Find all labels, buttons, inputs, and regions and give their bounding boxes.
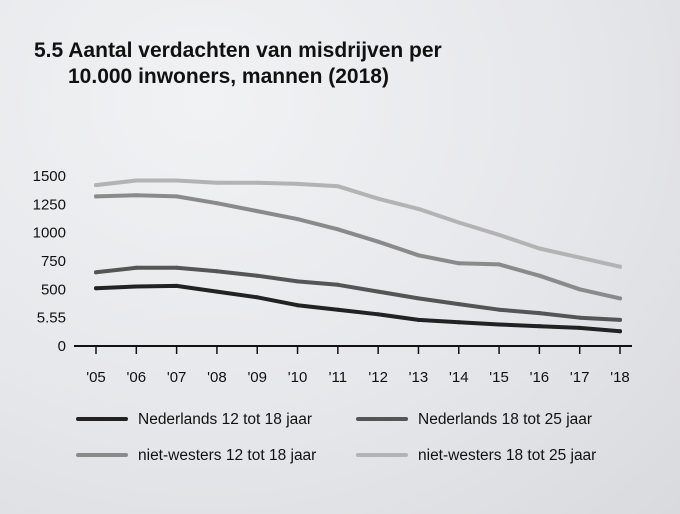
data-point — [618, 264, 622, 269]
data-point — [416, 296, 421, 301]
data-point — [295, 279, 300, 284]
data-point — [134, 284, 139, 289]
data-point — [335, 307, 340, 312]
legend-label: niet-westers 18 tot 25 jaar — [418, 447, 596, 464]
data-point — [497, 322, 502, 327]
data-point — [416, 253, 421, 258]
data-point — [255, 295, 260, 300]
data-point — [577, 325, 582, 330]
data-point — [416, 206, 421, 211]
data-point — [214, 269, 219, 274]
data-point — [497, 307, 502, 312]
data-point — [618, 296, 622, 301]
x-tick-label: '17 — [570, 369, 590, 386]
title-line-2: 10.000 inwoners, mannen (2018) — [68, 65, 389, 88]
data-point — [618, 317, 622, 322]
x-tick-label: '11 — [329, 369, 347, 386]
x-tick-label: '09 — [247, 369, 267, 386]
data-point — [174, 265, 179, 270]
data-point — [174, 283, 179, 288]
data-point — [537, 246, 542, 251]
data-point — [295, 181, 300, 186]
data-point — [376, 289, 381, 294]
data-point — [295, 303, 300, 308]
data-point — [456, 220, 461, 225]
data-point — [376, 239, 381, 244]
legend-label: niet-westers 12 tot 18 jaar — [138, 447, 316, 464]
data-point — [255, 209, 260, 214]
x-tick-label: '07 — [167, 369, 187, 386]
x-axis-labels: '05 '06 '07 '08 '09 '10 '11 '12 '13 '14 '15 '16 '17 '… — [86, 369, 630, 386]
series-line-1 — [94, 283, 622, 334]
y-axis-labels: 1500 1250 1000 750 500 5.55 0 — [33, 168, 66, 355]
data-point — [174, 194, 179, 199]
series-line-2 — [94, 265, 622, 322]
data-point — [295, 217, 300, 222]
data-point — [577, 287, 582, 292]
data-point — [255, 180, 260, 185]
x-tick-label: '15 — [489, 369, 509, 386]
title-line-1: Aantal verdachten van misdrijven per — [68, 39, 442, 62]
y-tick-label: 1000 — [33, 225, 66, 242]
x-tick-label: '06 — [127, 369, 147, 386]
data-point — [537, 311, 542, 316]
y-tick-label: 5.55 — [37, 310, 66, 327]
x-tick-label: '18 — [610, 369, 630, 386]
data-point — [456, 320, 461, 325]
y-tick-label: 1500 — [33, 168, 66, 185]
series-line-3 — [94, 193, 622, 301]
x-tick-label: '14 — [449, 369, 469, 386]
figure-number: 5.5 — [34, 39, 64, 62]
x-tick-label: '16 — [530, 369, 550, 386]
y-tick-label: 750 — [41, 253, 66, 270]
data-point — [376, 196, 381, 201]
data-point — [335, 227, 340, 232]
series-lines — [94, 178, 622, 334]
y-tick-label: 1250 — [33, 196, 66, 213]
data-point — [94, 194, 98, 199]
legend-label: Nederlands 18 tot 25 jaar — [418, 411, 592, 428]
data-point — [94, 270, 98, 275]
data-point — [94, 183, 98, 188]
data-point — [214, 201, 219, 206]
x-tick-label: '12 — [368, 369, 388, 386]
data-point — [577, 315, 582, 320]
data-point — [214, 289, 219, 294]
data-point — [335, 282, 340, 287]
data-point — [255, 273, 260, 278]
series-line-4 — [94, 178, 622, 269]
legend-label: Nederlands 12 tot 18 jaar — [138, 411, 312, 428]
data-point — [497, 232, 502, 237]
data-point — [618, 329, 622, 334]
axes — [74, 345, 632, 354]
data-point — [456, 302, 461, 307]
chart-title: 5.5 Aantal verdachten van misdrijven per… — [34, 38, 442, 90]
legend: Nederlands 12 tot 18 jaar Nederlands 18 t… — [76, 411, 596, 464]
data-point — [335, 184, 340, 189]
data-point — [134, 193, 139, 198]
data-point — [497, 262, 502, 267]
data-point — [577, 255, 582, 260]
data-point — [134, 265, 139, 270]
data-point — [456, 261, 461, 266]
x-tick-label: '08 — [207, 369, 227, 386]
data-point — [537, 324, 542, 329]
y-tick-label: 0 — [58, 338, 66, 355]
x-tick-label: '05 — [86, 369, 106, 386]
data-point — [94, 286, 98, 291]
y-tick-label: 500 — [41, 281, 66, 298]
data-point — [376, 312, 381, 317]
x-tick-label: '13 — [409, 369, 429, 386]
data-point — [416, 317, 421, 322]
data-point — [134, 178, 139, 183]
data-point — [214, 180, 219, 185]
data-point — [537, 273, 542, 278]
x-tick-label: '10 — [288, 369, 308, 386]
data-point — [174, 178, 179, 183]
